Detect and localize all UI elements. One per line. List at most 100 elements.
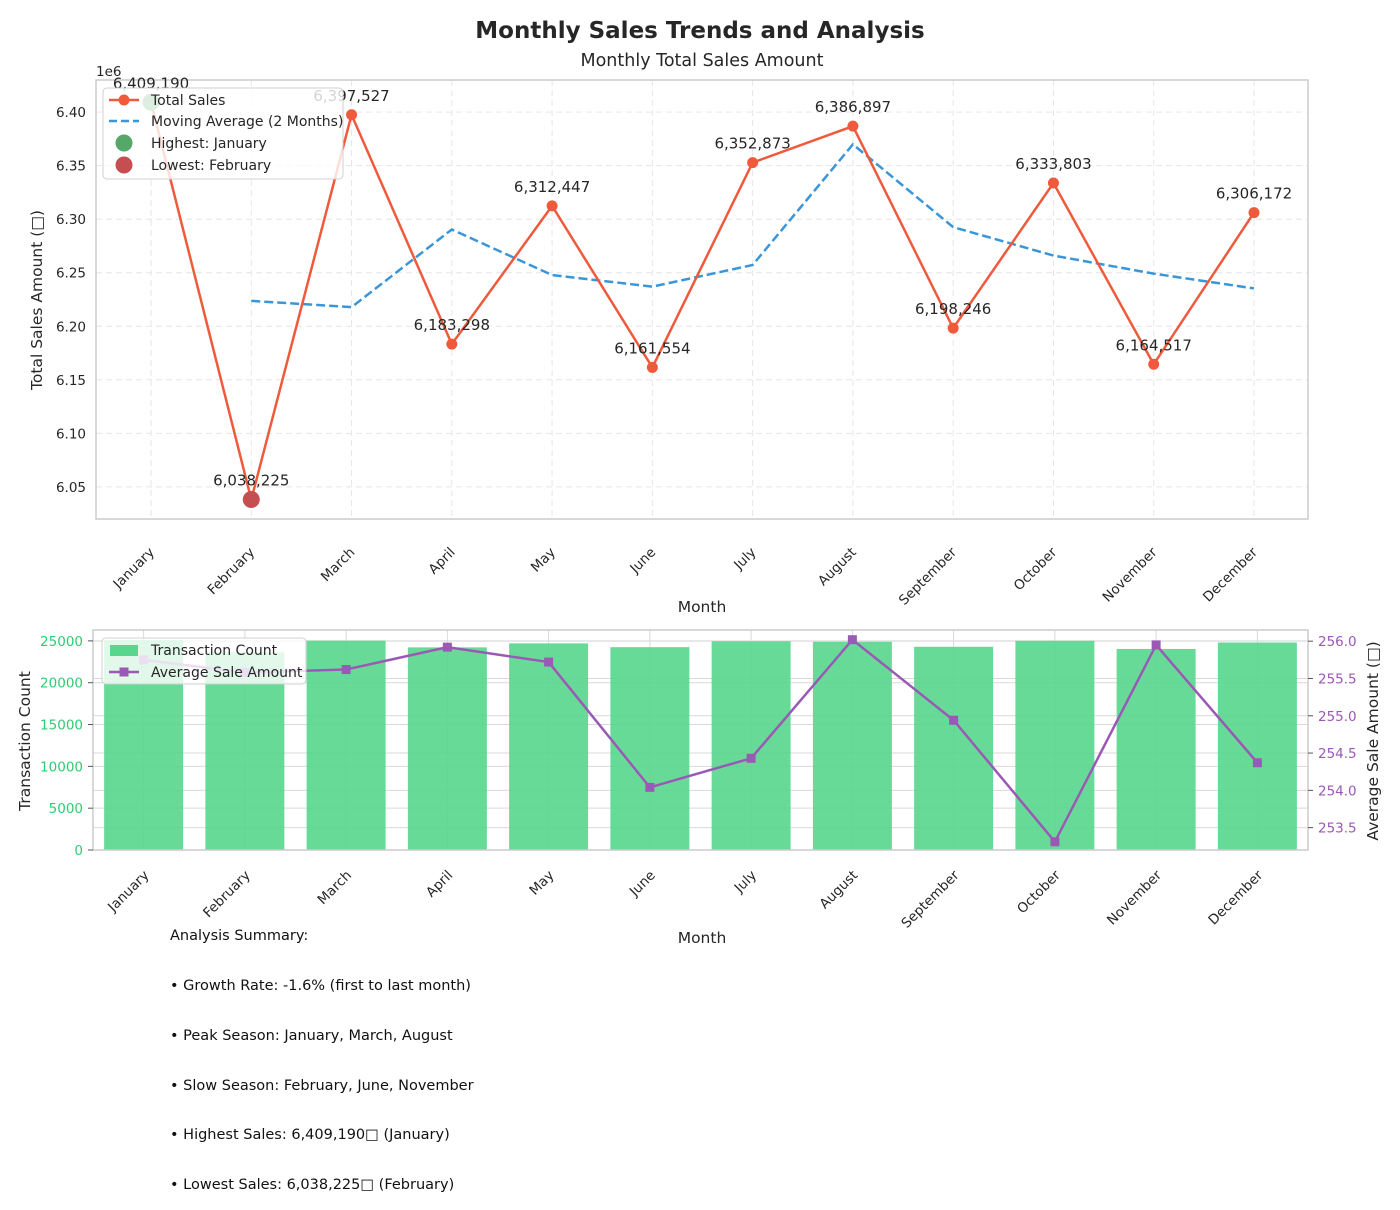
top-x-tick-label: April (426, 545, 459, 578)
average-sale-point (949, 715, 959, 725)
bottom-right-y-tick-label: 254.0 (1318, 783, 1357, 799)
top-x-tick-label: February (204, 545, 258, 599)
top-y-tick-label: 6.10 (56, 426, 86, 442)
top-x-tick-label: July (730, 545, 759, 574)
highlight-point (242, 490, 260, 508)
top-y-tick-label: 6.40 (56, 105, 86, 121)
bottom-legend: Transaction Count Average Sale Amount (101, 637, 307, 685)
total-sales-data-label: 6,352,873 (714, 135, 790, 153)
figure: Monthly Sales Trends and Analysis Monthl… (16, 18, 1382, 947)
average-sale-point (1252, 758, 1262, 768)
top-y-tick-label: 6.35 (56, 159, 86, 175)
bottom-left-y-tick-label: 10000 (40, 759, 83, 775)
legend-label-transaction-count: Transaction Count (150, 643, 278, 659)
average-sale-point (645, 782, 655, 792)
top-y-tick-label: 6.15 (56, 373, 86, 389)
total-sales-point (747, 157, 759, 169)
summary-lowest-sales: • Lowest Sales: 6,038,225□ (February) (170, 1177, 455, 1194)
bottom-left-y-tick-label: 15000 (40, 718, 83, 734)
legend-label-average-sale: Average Sale Amount (151, 665, 303, 681)
sales-line-chart: Monthly Total Sales Amount 1e6 Month Tot… (28, 51, 1309, 616)
bottom-x-tick-label: January (104, 868, 152, 916)
average-sale-line (143, 637, 1259, 845)
top-legend-frame (102, 87, 344, 180)
bottom-left-y-tick-label: 20000 (40, 676, 83, 692)
bottom-x-tick-label: June (626, 868, 659, 901)
bottom-x-tick-label: September (898, 867, 962, 931)
bottom-right-y-tick-label: 255.5 (1318, 671, 1357, 687)
bottom-plot-frame (92, 629, 1309, 851)
bottom-x-axis-label: Month (678, 929, 727, 947)
total-sales-point (346, 109, 358, 121)
top-x-tick-label: May (528, 545, 559, 576)
legend-marker-lowest (115, 156, 133, 174)
bottom-left-y-tick-label: 0 (74, 843, 83, 859)
top-x-tick-label: December (1200, 544, 1261, 605)
bottom-legend-frame (101, 637, 307, 685)
average-sale-point (341, 665, 351, 675)
average-sale-point (1050, 837, 1060, 847)
total-sales-data-label: 6,038,225 (213, 471, 289, 489)
legend-label-moving-average: Moving Average (2 Months) (151, 114, 343, 130)
transaction-count-bar (205, 652, 285, 850)
summary-growth-rate: • Growth Rate: -1.6% (first to last mont… (170, 977, 471, 994)
top-grid (96, 80, 1308, 519)
legend-marker-total-sales (118, 94, 130, 106)
bottom-x-tick-label: December (1205, 867, 1266, 928)
top-x-tick-label: August (815, 545, 860, 590)
bottom-right-y-axis-label: Average Sale Amount (□) (1364, 641, 1382, 840)
average-sale-point (1151, 640, 1161, 650)
legend-label-lowest: Lowest: February (151, 158, 271, 174)
total-sales-point (1148, 358, 1160, 370)
summary-heading: Analysis Summary: (170, 928, 309, 945)
transaction-count-bar (1116, 648, 1196, 850)
figure-title: Monthly Sales Trends and Analysis (475, 18, 924, 44)
total-sales-data-label: 6,333,803 (1015, 155, 1091, 173)
transactions-bar-chart: Month Transaction Count Average Sale Amo… (16, 629, 1382, 947)
top-y-tick-label: 6.05 (56, 480, 86, 496)
top-x-tick-label: September (896, 544, 960, 608)
transaction-count-bar (914, 646, 994, 850)
bottom-x-tick-label: August (816, 868, 861, 913)
total-sales-data-label: 6,183,298 (414, 316, 490, 334)
top-x-tick-label: January (110, 545, 158, 593)
top-chart-title: Monthly Total Sales Amount (581, 51, 824, 71)
bottom-x-tick-label: October (1014, 867, 1064, 917)
bottom-left-y-tick-label: 25000 (40, 634, 83, 650)
top-x-tick-label: March (318, 545, 358, 585)
legend-swatch-transaction-count (110, 645, 138, 656)
total-sales-point (1047, 177, 1059, 189)
average-sale-point (442, 642, 452, 652)
bottom-right-y-tick-label: 256.0 (1318, 634, 1357, 650)
summary-slow-season: • Slow Season: February, June, November (170, 1077, 474, 1094)
total-sales-point (847, 120, 859, 132)
bottom-x-tick-label: May (526, 868, 557, 899)
top-y-tick-label: 6.30 (56, 212, 86, 228)
legend-marker-average-sale (119, 667, 129, 677)
transaction-count-bar (306, 640, 386, 850)
top-legend: Total Sales Moving Average (2 Months) High… (102, 87, 344, 180)
total-sales-data-label: 6,164,517 (1116, 336, 1192, 354)
top-x-tick-label: June (626, 545, 659, 578)
average-sale-point (847, 635, 857, 645)
top-y-tick-label: 6.20 (56, 319, 86, 335)
total-sales-data-label: 6,306,172 (1216, 185, 1292, 203)
transaction-count-bar (509, 643, 589, 850)
top-plot-frame (95, 79, 1309, 520)
bottom-right-y-tick-label: 255.0 (1318, 709, 1357, 725)
transaction-count-bar (407, 647, 487, 850)
bottom-right-y-tick-label: 253.5 (1318, 821, 1357, 837)
analysis-summary: Analysis Summary: • Growth Rate: -1.6% (… (170, 895, 474, 1210)
average-sale-point (746, 753, 756, 763)
total-sales-point (546, 200, 558, 212)
bottom-left-y-axis-label: Transaction Count (16, 671, 34, 812)
total-sales-point (1248, 207, 1260, 219)
top-x-tick-label: October (1011, 544, 1061, 594)
total-sales-data-label: 6,161,554 (614, 339, 690, 357)
transaction-count-bar (711, 641, 791, 850)
bottom-right-y-tick-label: 254.5 (1318, 746, 1357, 762)
transaction-count-bar (610, 647, 690, 850)
transaction-count-bar (1217, 642, 1297, 850)
legend-label-highest: Highest: January (151, 136, 267, 152)
total-sales-data-label: 6,386,897 (815, 98, 891, 116)
